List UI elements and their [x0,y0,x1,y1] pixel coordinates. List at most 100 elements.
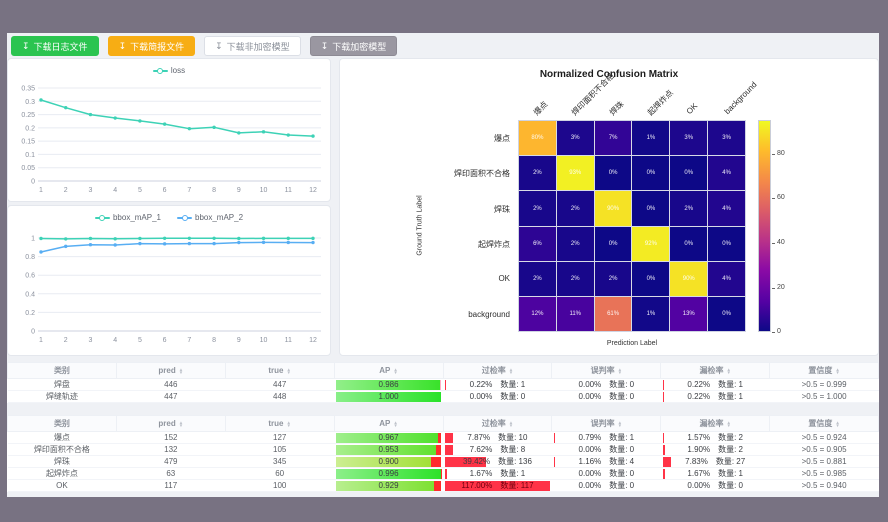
svg-text:1: 1 [31,236,35,243]
metrics-table-1: 类别 pred ▲ ▼ true ▲ ▼ AP ▲ ▼ 过检率 ▲ ▼ 误判率 ▲ ▼ 漏检率 ▲ ▼ 置信度 ▲ ▼ 焊盘… [7,362,879,403]
col-header-2[interactable]: true ▲ ▼ [224,362,335,379]
svg-text:0.05: 0.05 [21,165,35,172]
sort-carets-icon[interactable]: ▲ ▼ [617,366,623,375]
sort-carets-icon[interactable]: ▲ ▼ [178,419,184,428]
download-plain-model-button[interactable]: ↧ 下载非加密模型 [204,36,301,56]
matrix-cell: 2% [519,191,556,226]
col-header-3[interactable]: AP ▲ ▼ [333,415,444,432]
ap-cell: 0.986 [334,378,443,391]
sort-carets-icon[interactable]: ▲ ▼ [178,366,184,375]
category-cell: 爆点 [7,431,117,444]
col-header-5[interactable]: 误判率 ▲ ▼ [551,362,662,379]
svg-text:5: 5 [138,187,142,194]
table-row: 焊盘 446 447 0.986 0.22% 数量: 1 0.00% 数量: 0 0.22% 数量… [7,378,879,391]
col-header-2[interactable]: true ▲ ▼ [224,415,335,432]
legend-label: loss [170,66,186,75]
svg-text:10: 10 [260,187,268,194]
category-cell: OK [7,479,117,492]
col-header-4[interactable]: 过检率 ▲ ▼ [442,415,553,432]
svg-text:0.15: 0.15 [21,139,35,146]
sort-carets-icon[interactable]: ▲ ▼ [393,419,398,428]
ap-remainder-bar [433,480,441,491]
sort-carets-icon[interactable]: ▲ ▼ [286,366,291,375]
sort-carets-icon[interactable]: ▲ ▼ [393,366,398,375]
button-label: 下载加密模型 [332,41,387,52]
ap-cell: 0.953 [334,443,443,456]
ap-remainder-bar [439,379,441,390]
svg-text:12: 12 [309,337,317,344]
rate-cell: 1.67% 数量: 1 [660,467,770,480]
true-cell: 60 [225,467,335,480]
legend-bbox_mAP_2[interactable]: bbox_mAP_2 [177,213,243,222]
matrix-cell: 2% [556,191,594,226]
svg-text:8: 8 [212,187,216,194]
table-header-row: 类别 pred ▲ ▼ true ▲ ▼ AP ▲ ▼ 过检率 ▲ ▼ 误判率 ▲ ▼ 漏检率 ▲ ▼ 置信度 ▲ ▼ [7,362,879,379]
table-row: 焊印面积不合格 132 105 0.953 7.62% 数量: 8 0.00% 数量: 0 1.… [7,443,879,456]
rate-cell: 0.00% 数量: 0 [551,390,661,403]
sort-carets-icon[interactable]: ▲ ▼ [286,419,291,428]
download-toolbar: ↧ 下载日志文件 ↧ 下载简报文件 ↧ 下载非加密模型 ↧ 下载加密模型 [11,36,398,56]
rate-cell: 0.79% 数量: 1 [551,431,661,444]
download-encrypted-model-button[interactable]: ↧ 下载加密模型 [309,36,398,56]
matrix-cell: 90% [670,261,708,297]
rate-bar [662,444,665,455]
matrix-cell: 0% [594,226,632,261]
ap-remainder-bar [436,444,441,455]
svg-text:7: 7 [187,337,191,344]
col-header-3[interactable]: AP ▲ ▼ [333,362,444,379]
sort-carets-icon[interactable]: ▲ ▼ [508,419,514,428]
map-line-chart: 00.20.40.60.811 2 3 4 5 6 7 8 9 10 11 12 [25,236,321,344]
sort-carets-icon[interactable]: ▲ ▼ [726,366,731,375]
matrix-cell: 2% [556,261,594,297]
matrix-row-label: 起焊炸点 [478,239,510,249]
legend-bbox_mAP_1[interactable]: bbox_mAP_1 [94,213,161,222]
col-header-7[interactable]: 置信度 ▲ ▼ [769,362,879,379]
download-report-button[interactable]: ↧ 下载简报文件 [107,36,196,56]
category-cell: 焊印面积不合格 [7,443,117,456]
col-header-7[interactable]: 置信度 ▲ ▼ [769,415,879,432]
colorbar-tick [772,198,775,200]
confidence-cell: >0.5 = 1.000 [769,390,879,403]
matrix-cell: 0% [632,261,670,297]
rate-bar [662,432,665,443]
colorbar-tick-label: 80 [777,149,785,157]
matrix-cell: 3% [556,121,594,156]
pred-cell: 479 [116,455,226,468]
rate-cell: 0.00% 数量: 0 [660,479,770,492]
ap-bar [336,391,441,402]
rate-cell: 7.62% 数量: 8 [443,443,552,456]
download-log-button[interactable]: ↧ 下载日志文件 [11,36,99,56]
rate-cell: 0.00% 数量: 0 [551,378,661,391]
sort-carets-icon[interactable]: ▲ ▼ [617,419,623,428]
colorbar-tick [772,242,775,244]
sort-carets-icon[interactable]: ▲ ▼ [508,366,514,375]
true-cell: 447 [225,378,335,391]
matrix-cell: 2% [594,261,632,297]
sort-carets-icon[interactable]: ▲ ▼ [835,419,840,428]
col-header-1[interactable]: pred ▲ ▼ [115,362,226,379]
legend-marker-icon [177,214,192,221]
category-cell: 焊盘 [7,378,117,391]
legend-loss[interactable]: loss [152,66,186,75]
rate-cell: 117.00% 数量: 117 [443,479,552,492]
matrix-cell: 7% [594,121,632,156]
col-header-6[interactable]: 漏检率 ▲ ▼ [660,415,771,432]
col-header-4[interactable]: 过检率 ▲ ▼ [442,362,553,379]
matrix-cell: 3% [670,121,708,156]
matrix-cell: 0% [708,297,745,332]
sort-carets-icon[interactable]: ▲ ▼ [726,419,731,428]
svg-text:11: 11 [285,187,292,194]
col-header-1[interactable]: pred ▲ ▼ [115,415,226,432]
svg-text:0.25: 0.25 [21,112,35,119]
rate-cell: 0.22% 数量: 1 [660,390,770,403]
sort-carets-icon[interactable]: ▲ ▼ [835,366,840,375]
rate-cell: 0.22% 数量: 1 [443,378,552,391]
rate-cell: 1.16% 数量: 4 [551,455,661,468]
loss-legend: loss [8,66,330,75]
col-header-6[interactable]: 漏检率 ▲ ▼ [660,362,771,379]
matrix-cell: 4% [708,261,745,297]
col-header-5[interactable]: 误判率 ▲ ▼ [551,415,662,432]
download-icon: ↧ [215,40,223,51]
rate-cell: 39.42% 数量: 136 [443,455,552,468]
rate-bar [662,456,671,467]
